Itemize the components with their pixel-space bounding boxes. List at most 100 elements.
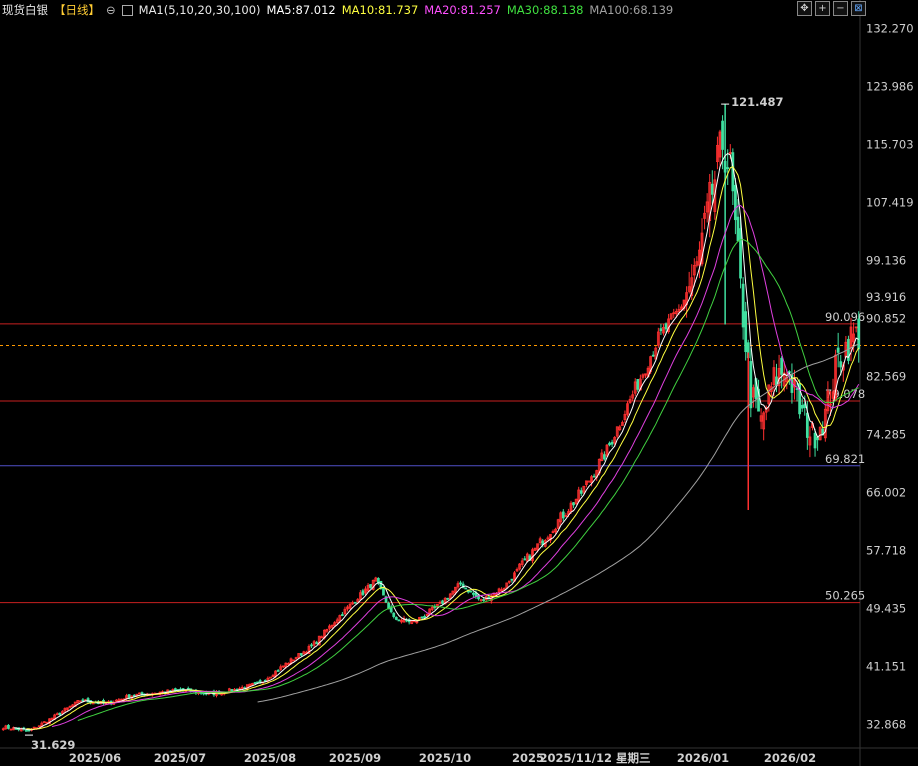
candle-body bbox=[677, 308, 681, 312]
ma30-value: MA30:88.138 bbox=[506, 3, 584, 17]
y-tick-label: 82.569 bbox=[866, 370, 906, 384]
x-tick-label: 2026/02 bbox=[764, 751, 816, 765]
candle-body bbox=[436, 603, 439, 608]
candle-body bbox=[63, 708, 67, 712]
candle-body bbox=[374, 577, 378, 582]
candle-body bbox=[500, 589, 504, 592]
candle-body bbox=[312, 641, 316, 646]
candle-body bbox=[364, 588, 367, 594]
candle-body bbox=[317, 635, 321, 646]
candle-body bbox=[623, 413, 627, 421]
x-tick-label: 2025/07 bbox=[154, 751, 206, 765]
candle-body bbox=[338, 615, 342, 621]
candle-body bbox=[798, 383, 802, 415]
candle-body bbox=[346, 606, 349, 610]
candle-body bbox=[721, 120, 724, 150]
candle-body bbox=[366, 584, 370, 592]
candle-body bbox=[138, 692, 141, 695]
candle-body bbox=[174, 688, 177, 691]
candle-body bbox=[333, 622, 337, 627]
candle-body bbox=[726, 167, 730, 170]
candle-body bbox=[605, 444, 609, 457]
candle-body bbox=[292, 659, 295, 662]
candle-body bbox=[454, 586, 457, 594]
candle-body bbox=[76, 700, 80, 703]
candle-body bbox=[608, 442, 611, 446]
ma10-line bbox=[26, 166, 860, 730]
candle-body bbox=[615, 426, 619, 437]
candle-body bbox=[361, 590, 365, 595]
candle-body bbox=[469, 590, 473, 593]
candle-body bbox=[1, 728, 5, 731]
candle-body bbox=[716, 144, 719, 163]
period-label[interactable]: 【日线】 bbox=[54, 3, 100, 17]
candle-body bbox=[461, 583, 465, 588]
candle-body bbox=[546, 537, 550, 540]
candle-body bbox=[736, 216, 740, 242]
candle-body bbox=[302, 651, 306, 655]
candle-body bbox=[400, 619, 403, 623]
candle-body bbox=[680, 306, 683, 311]
candle-body bbox=[50, 717, 54, 720]
candle-body bbox=[659, 328, 663, 332]
candle-body bbox=[43, 721, 46, 724]
candle-body bbox=[549, 534, 552, 541]
candle-body bbox=[351, 602, 355, 605]
zoom-in-icon[interactable]: + bbox=[815, 1, 830, 16]
candle-body bbox=[325, 628, 329, 632]
candle-body bbox=[536, 543, 539, 550]
candle-body bbox=[320, 636, 324, 639]
move-icon[interactable]: ✥ bbox=[797, 1, 812, 16]
candle-body bbox=[533, 547, 537, 551]
x-tick-label: 2025/10 bbox=[419, 751, 471, 765]
candle-body bbox=[330, 624, 334, 628]
candle-body bbox=[551, 531, 555, 534]
candle-body bbox=[343, 608, 347, 615]
settings-icon[interactable]: ⊖ bbox=[106, 3, 116, 17]
zoom-out-icon[interactable]: − bbox=[833, 1, 848, 16]
candle-body bbox=[564, 515, 568, 517]
candle-body bbox=[662, 326, 665, 334]
candle-body bbox=[700, 232, 704, 265]
candle-body bbox=[248, 683, 252, 687]
candle-body bbox=[315, 642, 319, 644]
candle-body bbox=[78, 700, 82, 703]
candle-body bbox=[356, 599, 360, 602]
candle-body bbox=[479, 599, 483, 602]
candle-body bbox=[294, 657, 298, 660]
candle-body bbox=[759, 415, 763, 422]
candle-body bbox=[472, 592, 475, 595]
candle-body bbox=[672, 312, 676, 315]
candle-body bbox=[86, 698, 90, 703]
candle-body bbox=[276, 670, 280, 672]
candle-body bbox=[4, 725, 8, 729]
candle-body bbox=[772, 367, 776, 385]
y-tick-label: 41.151 bbox=[866, 659, 906, 673]
candle-body bbox=[507, 580, 511, 583]
indicator-icon[interactable] bbox=[121, 4, 133, 16]
candle-body bbox=[7, 724, 10, 729]
candle-body bbox=[800, 405, 804, 409]
candle-body bbox=[392, 612, 396, 617]
candle-body bbox=[705, 201, 709, 213]
x-tick-label: 2025/11/12 星期三 bbox=[540, 751, 651, 765]
candle-body bbox=[523, 558, 527, 561]
candle-body bbox=[482, 599, 486, 601]
log-scale-icon[interactable]: ⊠ bbox=[851, 1, 866, 16]
candle-body bbox=[271, 675, 275, 678]
candle-body bbox=[823, 408, 827, 439]
candle-body bbox=[127, 694, 131, 699]
candle-body bbox=[446, 597, 450, 600]
candle-body bbox=[307, 645, 311, 655]
candle-body bbox=[140, 692, 144, 695]
candle-body bbox=[641, 374, 645, 378]
x-tick-label: 2025/06 bbox=[69, 751, 121, 765]
candle-body bbox=[585, 480, 588, 485]
candle-body bbox=[418, 616, 421, 620]
ma5-value: MA5:87.012 bbox=[266, 3, 336, 17]
candle-body bbox=[574, 498, 578, 505]
candle-body bbox=[713, 179, 717, 212]
candle-body bbox=[587, 480, 591, 483]
